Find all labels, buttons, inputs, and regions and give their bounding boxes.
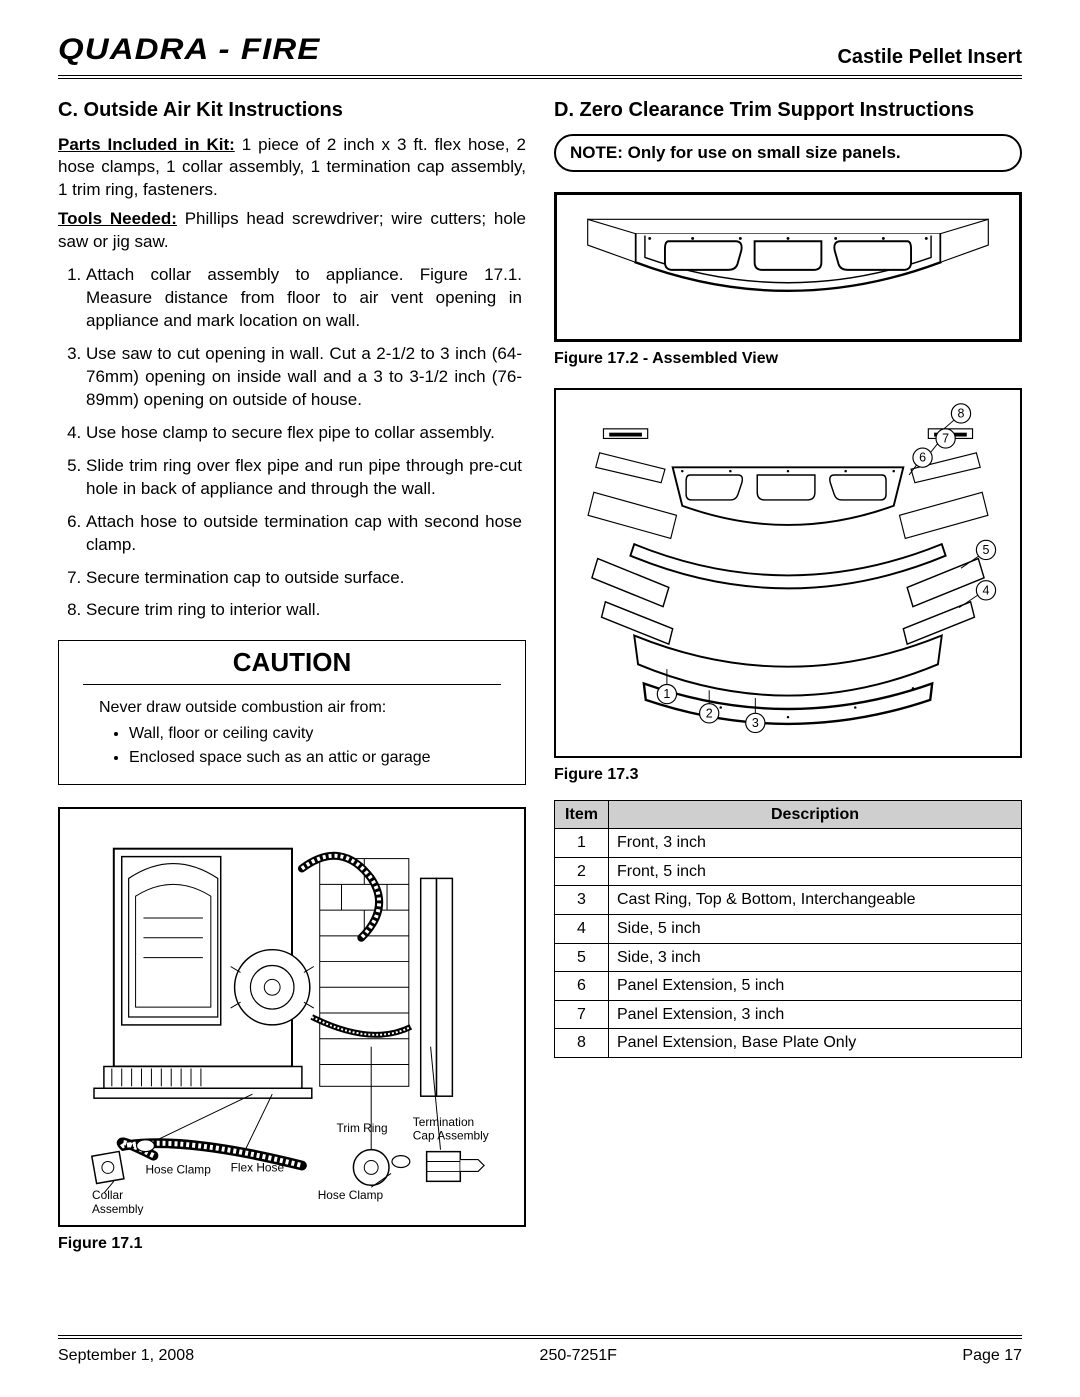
parts-label: Parts Included in Kit:	[58, 135, 235, 154]
table-row: 7Panel Extension, 3 inch	[555, 1000, 1022, 1029]
figure-17-2-box	[554, 192, 1022, 342]
caution-title: CAUTION	[83, 641, 501, 685]
figure-17-1-svg: Trim Ring Termination Cap Assembly Hose …	[70, 819, 514, 1215]
label-assembly: Assembly	[92, 1202, 144, 1215]
label-flex-hose: Flex Hose	[231, 1161, 285, 1175]
label-collar: Collar	[92, 1188, 123, 1202]
label-hose-clamp-2: Hose Clamp	[318, 1188, 384, 1202]
footer-doc: 250-7251F	[540, 1345, 617, 1367]
svg-text:8: 8	[958, 406, 965, 420]
parts-tbody: 1Front, 3 inch 2Front, 5 inch 3Cast Ring…	[555, 829, 1022, 1058]
section-c-title: C. Outside Air Kit Instructions	[58, 97, 526, 124]
section-d-title: D. Zero Clearance Trim Support Instructi…	[554, 97, 1022, 124]
label-cap-assembly: Cap Assembly	[413, 1129, 489, 1143]
table-row: 1Front, 3 inch	[555, 829, 1022, 858]
figure-17-2-svg	[567, 205, 1009, 329]
note-lozenge: NOTE: Only for use on small size panels.	[554, 134, 1022, 173]
table-row: 8Panel Extension, Base Plate Only	[555, 1029, 1022, 1058]
footer-page: Page 17	[962, 1345, 1022, 1367]
right-column: D. Zero Clearance Trim Support Instructi…	[554, 97, 1022, 1255]
step-1: Attach collar assembly to appliance. Fig…	[86, 264, 526, 333]
svg-text:7: 7	[942, 431, 949, 445]
svg-text:6: 6	[919, 451, 926, 465]
svg-text:1: 1	[663, 687, 670, 701]
product-title: Castile Pellet Insert	[837, 44, 1022, 71]
parts-para: Parts Included in Kit: 1 piece of 2 inch…	[58, 134, 526, 203]
caution-item-2: Enclosed space such as an attic or garag…	[129, 747, 485, 769]
step-5: Slide trim ring over flex pipe and run p…	[86, 455, 526, 501]
figure-17-1-box: Trim Ring Termination Cap Assembly Hose …	[58, 807, 526, 1227]
figure-17-3-caption: Figure 17.3	[554, 764, 1022, 786]
step-4: Use hose clamp to secure flex pipe to co…	[86, 422, 526, 445]
table-row: 4Side, 5 inch	[555, 915, 1022, 944]
label-trim-ring: Trim Ring	[337, 1121, 388, 1135]
caution-body: Never draw outside combustion air from: …	[59, 685, 525, 784]
step-7: Secure termination cap to outside surfac…	[86, 567, 526, 590]
tools-label: Tools Needed:	[58, 209, 177, 228]
step-3: Use saw to cut opening in wall. Cut a 2-…	[86, 343, 526, 412]
table-row: 3Cast Ring, Top & Bottom, Interchangeabl…	[555, 886, 1022, 915]
steps-list: Attach collar assembly to appliance. Fig…	[58, 264, 526, 622]
footer-date: September 1, 2008	[58, 1345, 194, 1367]
caution-box: CAUTION Never draw outside combustion ai…	[58, 640, 526, 785]
svg-text:2: 2	[706, 706, 713, 720]
figure-17-3-box: 8 7 6 5 4 1 2 3	[554, 388, 1022, 758]
table-row: 2Front, 5 inch	[555, 857, 1022, 886]
left-column: C. Outside Air Kit Instructions Parts In…	[58, 97, 526, 1255]
tools-para: Tools Needed: Phillips head screwdriver;…	[58, 208, 526, 254]
svg-text:5: 5	[983, 543, 990, 557]
page-footer: September 1, 2008 250-7251F Page 17	[58, 1335, 1022, 1367]
step-6: Attach hose to outside termination cap w…	[86, 511, 526, 557]
th-item: Item	[555, 800, 609, 829]
figure-17-2-caption: Figure 17.2 - Assembled View	[554, 348, 1022, 370]
svg-text:3: 3	[752, 716, 759, 730]
caution-lead: Never draw outside combustion air from:	[99, 697, 485, 719]
label-hose-clamp-1: Hose Clamp	[145, 1163, 211, 1177]
figure-17-3-svg: 8 7 6 5 4 1 2 3	[566, 400, 1010, 746]
svg-text:4: 4	[983, 583, 990, 597]
parts-table: Item Description 1Front, 3 inch 2Front, …	[554, 800, 1022, 1058]
table-row: 6Panel Extension, 5 inch	[555, 972, 1022, 1001]
step-8: Secure trim ring to interior wall.	[86, 599, 526, 622]
page-header: QUADRA - FIRE Castile Pellet Insert	[58, 30, 1022, 79]
th-desc: Description	[609, 800, 1022, 829]
brand-logo: QUADRA - FIRE	[58, 30, 320, 71]
table-row: 5Side, 3 inch	[555, 943, 1022, 972]
caution-item-1: Wall, floor or ceiling cavity	[129, 723, 485, 745]
label-termination: Termination	[413, 1115, 474, 1129]
figure-17-1-caption: Figure 17.1	[58, 1233, 526, 1255]
